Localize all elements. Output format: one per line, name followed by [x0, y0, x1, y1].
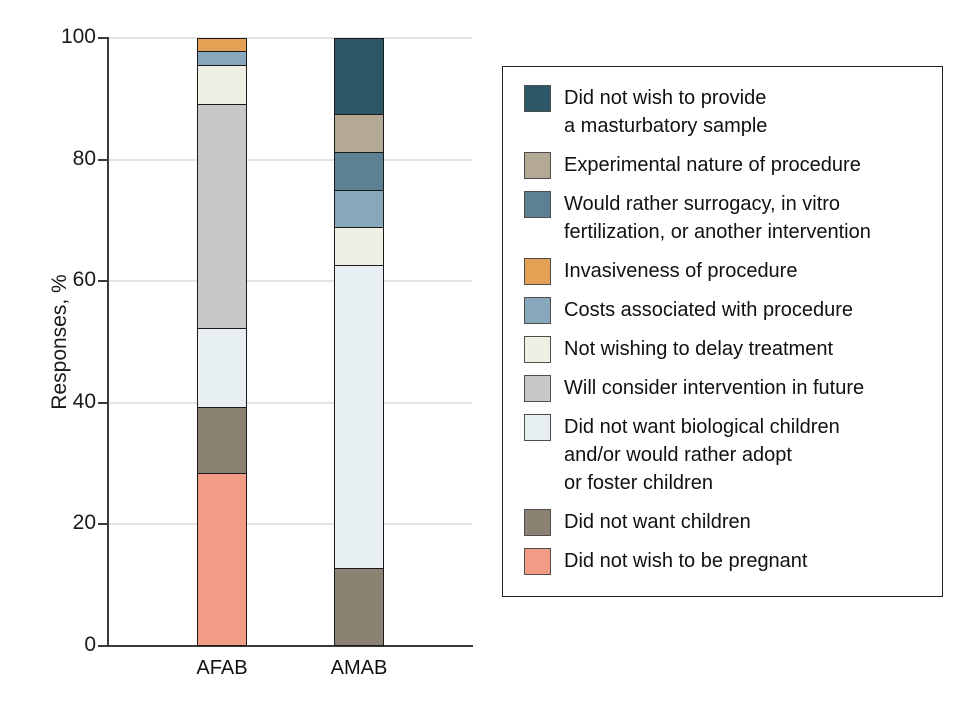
legend-item: Did not wish to be pregnant	[524, 547, 934, 575]
legend-label: Costs associated with procedure	[564, 299, 854, 321]
gridline	[109, 158, 472, 161]
bar-segment	[335, 266, 383, 570]
bar-segment	[198, 39, 246, 53]
chart-legend: Did not wish to provide a masturbatory sa…	[502, 66, 943, 597]
legend-label: Did not wish to be pregnant	[564, 550, 808, 572]
x-axis-line	[107, 645, 473, 647]
legend-label: Will consider intervention in future	[564, 377, 865, 399]
legend-swatch	[524, 85, 551, 112]
x-axis-label-amab: AMAB	[330, 657, 388, 679]
y-tick-mark	[98, 645, 108, 647]
bar-segment	[198, 104, 246, 329]
bar-segment	[335, 114, 383, 153]
bar-afab	[197, 38, 247, 646]
legend-label: Did not wish to provide a masturbatory sa…	[564, 87, 768, 137]
legend-swatch	[524, 336, 551, 363]
y-tick-label: 100	[60, 25, 96, 49]
legend-swatch	[524, 375, 551, 402]
bar-segment	[335, 39, 383, 115]
bar-segment	[335, 152, 383, 191]
legend-label: Experimental nature of procedure	[564, 154, 861, 176]
bar-segment	[198, 473, 246, 645]
legend-item: Did not want children	[524, 508, 934, 536]
legend-item: Did not want biological children and/or w…	[524, 413, 934, 497]
y-tick-mark	[98, 158, 108, 161]
legend-swatch	[524, 548, 551, 575]
legend-swatch	[524, 509, 551, 536]
gridline	[109, 401, 472, 404]
legend-item: Will consider intervention in future	[524, 374, 934, 402]
gridline	[109, 280, 472, 283]
legend-item: Experimental nature of procedure	[524, 151, 934, 179]
y-tick-label: 60	[72, 268, 96, 292]
legend-label: Not wishing to delay treatment	[564, 338, 834, 360]
legend-item: Would rather surrogacy, in vitro fertiliz…	[524, 190, 934, 246]
legend-item: Costs associated with procedure	[524, 296, 934, 324]
legend-item: Did not wish to provide a masturbatory sa…	[524, 84, 934, 140]
legend-swatch	[524, 297, 551, 324]
legend-label: Would rather surrogacy, in vitro fertiliz…	[564, 193, 871, 243]
y-tick-mark	[98, 401, 108, 404]
legend-swatch	[524, 258, 551, 285]
legend-label: Did not want children	[564, 511, 751, 533]
bar-segment	[198, 65, 246, 105]
legend-label: Invasiveness of procedure	[564, 260, 798, 282]
bar-segment	[335, 228, 383, 267]
gridline	[109, 523, 472, 526]
bar-segment	[335, 569, 383, 645]
y-tick-mark	[98, 523, 108, 526]
y-tick-label: 40	[72, 389, 96, 413]
legend-swatch	[524, 191, 551, 218]
bar-segment	[198, 52, 246, 66]
y-tick-label: 0	[84, 633, 96, 657]
legend-item: Invasiveness of procedure	[524, 257, 934, 285]
legend-item: Not wishing to delay treatment	[524, 335, 934, 363]
legend-swatch	[524, 414, 551, 441]
x-axis-label-afab: AFAB	[196, 657, 248, 679]
y-tick-mark	[98, 280, 108, 283]
bar-segment	[198, 328, 246, 408]
y-axis-label: Responses, %	[48, 274, 71, 410]
y-axis-line	[107, 37, 109, 647]
bar-segment	[198, 407, 246, 474]
legend-swatch	[524, 152, 551, 179]
bar-amab	[334, 38, 384, 646]
y-tick-label: 20	[72, 511, 96, 535]
y-tick-label: 80	[72, 146, 96, 170]
gridline	[109, 37, 472, 39]
y-tick-mark	[98, 37, 108, 39]
legend-label: Did not want biological children and/or w…	[564, 416, 840, 494]
bar-segment	[335, 190, 383, 229]
